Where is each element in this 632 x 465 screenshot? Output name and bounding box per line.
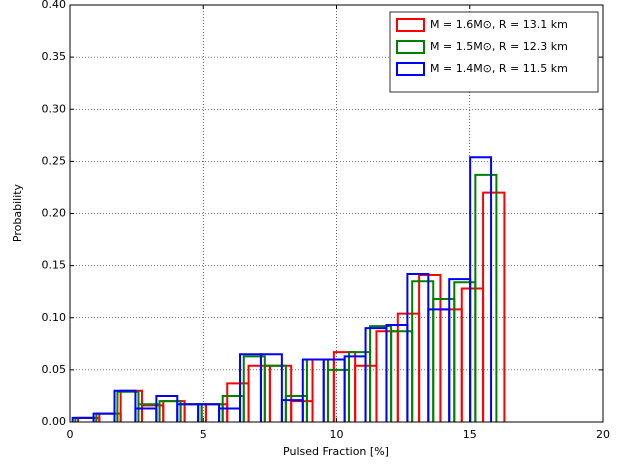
histogram-bin [247, 364, 271, 422]
plot-frame [69, 4, 604, 423]
histogram-bin [474, 173, 498, 422]
histogram-bin [348, 351, 372, 422]
histogram-bin [113, 389, 137, 422]
histogram-bin [432, 297, 456, 422]
y-axis-label: Probability [11, 183, 24, 242]
histogram-bin [268, 364, 293, 422]
histogram-bin [305, 358, 329, 422]
histogram-bin [448, 278, 472, 422]
x-tick-label: 5 [200, 428, 207, 441]
legend-label: M = 1.4M⊙, R = 11.5 km [430, 62, 568, 75]
y-tick-label: 0.35 [42, 50, 67, 63]
histogram-bin [226, 382, 250, 422]
y-tick-label: 0.40 [42, 0, 67, 11]
histogram-bin [418, 274, 442, 422]
y-tick-label: 0.10 [42, 311, 67, 324]
legend-swatch [396, 62, 425, 76]
x-tick-label: 15 [463, 428, 477, 441]
y-tick-label: 0.05 [42, 363, 67, 376]
y-tick-label: 0.25 [42, 154, 67, 167]
histogram-bin [469, 156, 493, 422]
x-tick-label: 10 [330, 428, 344, 441]
histogram-bin [326, 368, 351, 422]
histogram-bin [259, 353, 283, 422]
histogram-bin [439, 308, 463, 422]
histogram-bin [204, 403, 229, 422]
histogram-bin [390, 330, 414, 422]
histogram-bin [263, 364, 287, 422]
histogram-bin [183, 403, 207, 422]
histogram-bin [411, 280, 435, 422]
legend-swatch [396, 18, 425, 32]
legend-label: M = 1.5M⊙, R = 12.3 km [430, 40, 568, 53]
y-tick-label: 0.00 [42, 415, 67, 428]
histogram-bin [482, 191, 506, 422]
histogram-bin [427, 308, 451, 422]
x-tick-label: 0 [67, 428, 74, 441]
histogram-bin [453, 281, 477, 422]
y-tick-label: 0.20 [42, 207, 67, 220]
histogram-bin [369, 325, 393, 422]
x-axis-label: Pulsed Fraction [%] [283, 445, 389, 458]
legend-swatch [396, 40, 425, 54]
histogram-bin [460, 287, 485, 422]
histogram-bin [406, 272, 430, 422]
legend-label: M = 1.6M⊙, R = 13.1 km [430, 18, 568, 31]
histogram-bin [396, 312, 421, 422]
x-tick-label: 20 [596, 428, 610, 441]
y-tick-label: 0.15 [42, 259, 67, 272]
y-tick-label: 0.30 [42, 102, 67, 115]
